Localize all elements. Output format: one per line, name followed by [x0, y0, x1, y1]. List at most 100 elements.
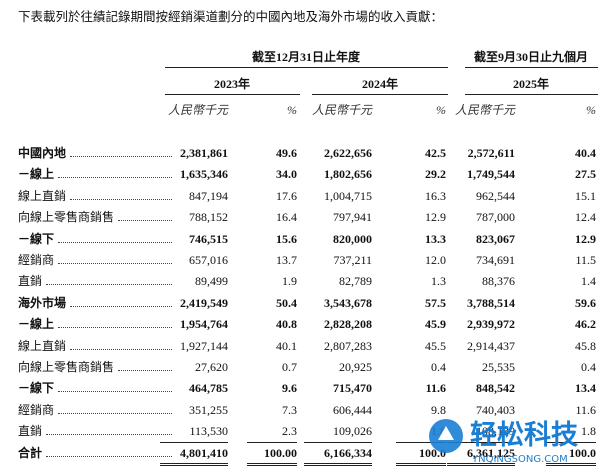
total-double-rule — [396, 462, 446, 466]
total-rule — [396, 441, 446, 443]
total-double-rule — [304, 462, 372, 466]
percent-cell: 11.5 — [575, 253, 596, 267]
watermark-icon-shape — [438, 426, 454, 440]
percent-cell: 34.0 — [276, 167, 297, 182]
percent-cell: 0.4 — [581, 360, 596, 374]
period-header: 截至12月31日止年度 — [251, 50, 360, 64]
percent-cell: 1.9 — [282, 274, 297, 289]
percent-cell: 9.8 — [431, 402, 446, 417]
leader-dots — [118, 370, 172, 371]
amount-cell: 2,572,611 — [467, 146, 515, 160]
percent-cell: 45.9 — [425, 317, 446, 332]
percent-cell: 40.4 — [575, 146, 596, 160]
amount-cell: 2,939,972 — [467, 317, 515, 332]
percent-cell: 50.4 — [276, 295, 297, 310]
amount-cell: 25,535 — [482, 360, 515, 374]
amount-cell: 1,954,764 — [180, 317, 228, 332]
period-rule — [465, 67, 598, 68]
percent-cell: 59.6 — [575, 295, 596, 310]
row-label: 海外市場 — [18, 295, 67, 310]
total-rule — [160, 441, 228, 443]
year-header: 2025年 — [512, 77, 549, 91]
amount-cell: 657,016 — [189, 253, 228, 267]
amount-cell: 823,067 — [476, 231, 515, 246]
amount-cell: 464,785 — [189, 381, 228, 396]
amount-cell: 27,620 — [195, 360, 228, 374]
percent-cell: 13.3 — [425, 231, 446, 246]
period-rule — [165, 67, 448, 68]
leader-dots — [70, 305, 172, 307]
amount-unit: 人民幣千元 — [167, 103, 228, 117]
amount-cell: 4,801,410 — [180, 445, 228, 460]
year-rule — [165, 94, 300, 95]
percent-cell: 16.3 — [425, 188, 446, 203]
amount-cell: 1,635,346 — [180, 167, 228, 182]
amount-cell: 820,000 — [333, 231, 372, 246]
amount-cell: 1,749,544 — [467, 167, 515, 182]
amount-cell: 962,544 — [476, 188, 515, 203]
leader-dots — [46, 434, 172, 436]
year-rule — [465, 94, 598, 95]
percent-cell: 16.4 — [276, 210, 297, 225]
amount-cell: 746,515 — [189, 231, 228, 246]
watermark-graphic: 轻松科技 YNQINGSONG.COM — [429, 419, 578, 465]
leader-dots — [58, 391, 172, 393]
percent-cell: 1.4 — [581, 274, 596, 289]
row-label: 向線上零售商銷售 — [18, 360, 115, 374]
amount-cell: 847,194 — [189, 188, 228, 203]
percent-cell: 12.4 — [575, 210, 596, 225]
percent-cell: 49.6 — [276, 146, 297, 160]
leader-dots — [46, 455, 172, 457]
percent-cell: 57.5 — [425, 295, 446, 310]
percent-cell: 13.4 — [575, 381, 596, 396]
leader-dots — [70, 198, 172, 200]
leader-dots — [58, 263, 172, 264]
total-double-rule — [546, 462, 596, 466]
amount-cell: 89,499 — [195, 274, 228, 289]
leader-dots — [58, 177, 172, 179]
percent-cell: 11.6 — [575, 402, 596, 417]
watermark-name: 轻松科技 — [470, 420, 578, 451]
total-double-rule — [447, 462, 515, 466]
amount-cell: 1,802,656 — [324, 167, 372, 182]
amount-cell: 788,152 — [189, 210, 228, 225]
intro: 下表載列於往績記錄期間按經銷渠道劃分的中國內地及海外市場的收入貢獻： — [18, 10, 444, 24]
percent-cell: 0.4 — [431, 360, 446, 374]
amount-cell: 20,925 — [339, 360, 372, 374]
amount-cell: 1,004,715 — [324, 188, 372, 203]
percent-cell: 42.5 — [425, 146, 446, 160]
watermark: 轻松科技 YNQINGSONG.COM — [424, 410, 594, 466]
percent-unit: % — [586, 103, 596, 117]
percent-cell: 100.00 — [264, 445, 297, 460]
row-label: 經銷商 — [18, 253, 55, 267]
total-rule — [447, 441, 515, 443]
amount-cell: 2,828,208 — [324, 317, 372, 332]
total-double-rule — [247, 462, 297, 466]
amount-cell: 6,361,125 — [467, 445, 515, 460]
amount-cell: 82,789 — [339, 274, 372, 289]
row-label: 線上直銷 — [18, 338, 67, 353]
year-header: 2024年 — [361, 77, 398, 91]
amount-cell: 2,419,549 — [180, 295, 228, 310]
total-rule — [247, 441, 297, 443]
percent-cell: 9.6 — [282, 381, 297, 396]
percent-unit: % — [287, 103, 297, 117]
amount-cell: 351,255 — [189, 402, 228, 417]
amount-cell: 734,691 — [476, 253, 515, 267]
percent-cell: 45.8 — [575, 338, 596, 353]
amount-cell: 740,403 — [476, 402, 515, 417]
amount-cell: 2,622,656 — [324, 146, 372, 160]
row-label: 線上直銷 — [18, 188, 67, 203]
percent-cell: 17.6 — [276, 188, 297, 203]
percent-unit: % — [436, 103, 446, 117]
percent-cell: 27.5 — [575, 167, 596, 182]
row-label: 中國內地 — [18, 146, 67, 160]
amount-cell: 113,530 — [189, 424, 228, 439]
amount-cell: 3,788,514 — [467, 295, 515, 310]
total-double-rule — [160, 462, 228, 466]
amount-cell: 6,166,334 — [324, 445, 372, 460]
percent-cell: 15.1 — [575, 188, 596, 203]
percent-cell: 40.1 — [276, 338, 297, 353]
leader-dots — [46, 284, 172, 286]
percent-cell: 100.0 — [569, 445, 596, 460]
